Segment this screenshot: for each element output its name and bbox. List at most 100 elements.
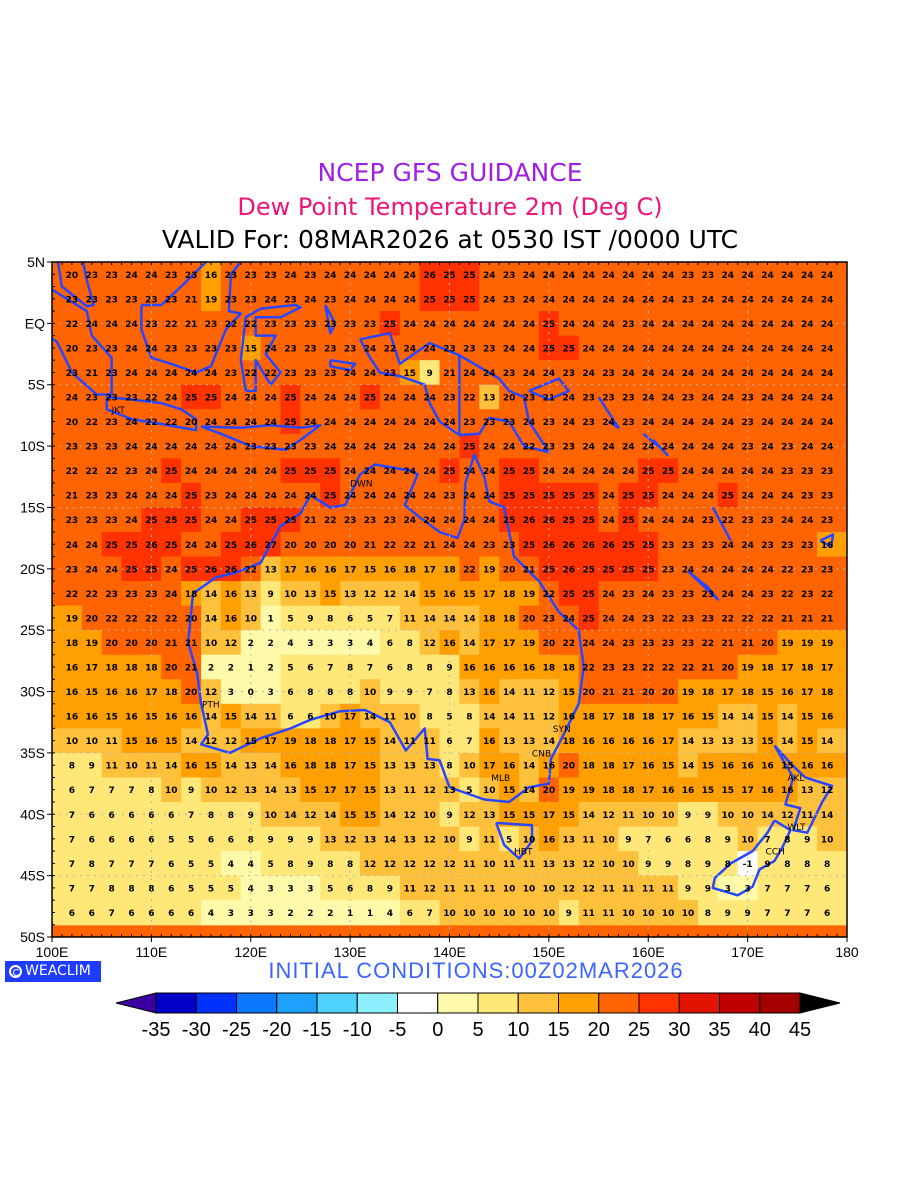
field-cell xyxy=(678,875,699,901)
field-cell xyxy=(52,286,63,312)
field-cell xyxy=(121,532,143,558)
field-cell xyxy=(538,409,560,435)
field-cell xyxy=(121,875,143,901)
grid-value: 22 xyxy=(682,664,695,674)
field-cell xyxy=(459,262,480,288)
field-cell xyxy=(598,826,620,852)
grid-value: 23 xyxy=(105,271,118,281)
field-cell xyxy=(558,777,580,803)
field-cell xyxy=(459,654,480,680)
grid-value: 23 xyxy=(165,344,178,354)
grid-value: 17 xyxy=(821,664,834,674)
field-cell xyxy=(737,482,759,509)
grid-value: 22 xyxy=(384,344,397,354)
field-cell xyxy=(81,630,103,656)
field-cell xyxy=(697,752,719,779)
field-cell xyxy=(737,826,759,852)
grid-value: 24 xyxy=(463,467,476,477)
field-cell xyxy=(459,875,480,901)
field-cell xyxy=(360,728,381,754)
grid-value: 20 xyxy=(284,541,297,551)
grid-value: 24 xyxy=(602,614,615,624)
field-cell xyxy=(399,752,421,779)
grid-value: 23 xyxy=(821,467,834,477)
field-cell xyxy=(61,777,83,803)
grid-value: 25 xyxy=(562,516,575,526)
grid-value: 23 xyxy=(145,295,158,305)
field-cell xyxy=(52,752,63,779)
grid-value: 7 xyxy=(69,811,75,821)
field-cell xyxy=(479,826,500,852)
field-cell xyxy=(280,581,302,607)
grid-value: 23 xyxy=(582,418,595,428)
grid-value: 21 xyxy=(781,614,794,624)
grid-value: 6 xyxy=(128,909,134,919)
field-cell xyxy=(797,703,818,729)
field-cell xyxy=(419,262,441,288)
field-cell xyxy=(320,654,341,680)
grid-value: 23 xyxy=(562,443,575,453)
field-cell xyxy=(817,335,838,361)
grid-value: 16 xyxy=(543,835,556,845)
field-cell xyxy=(300,851,321,877)
grid-value: 20 xyxy=(145,639,158,649)
field-cell xyxy=(260,703,282,729)
grid-value: 15 xyxy=(244,737,257,747)
field-cell xyxy=(360,384,381,410)
grid-value: 8 xyxy=(208,811,214,821)
grid-value: 23 xyxy=(85,295,98,305)
grid-value: 23 xyxy=(781,443,794,453)
grid-value: 9 xyxy=(566,909,572,919)
field-cell xyxy=(578,605,600,631)
field-cell xyxy=(737,335,759,361)
gridlines xyxy=(52,262,847,937)
field-cell xyxy=(101,482,123,509)
grid-value: 15 xyxy=(761,713,774,723)
grid-value: 9 xyxy=(685,811,691,821)
grid-value: 2 xyxy=(267,664,273,674)
grid-value: 10 xyxy=(523,884,536,894)
field-cell xyxy=(658,630,679,656)
grid-value: 14 xyxy=(463,639,476,649)
grid-value: 11 xyxy=(403,884,416,894)
field-cell xyxy=(161,458,182,484)
grid-value: 23 xyxy=(682,295,695,305)
grid-value: 12 xyxy=(543,688,556,698)
field-cell xyxy=(519,777,540,803)
grid-value: 25 xyxy=(264,516,277,526)
field-cell xyxy=(201,679,222,705)
grid-value: 14 xyxy=(821,737,834,747)
grid-value: 16 xyxy=(185,762,198,772)
grid-value: 16 xyxy=(66,688,79,698)
field-cell xyxy=(300,360,321,386)
field-cell xyxy=(817,703,838,729)
grid-value: 24 xyxy=(523,320,536,330)
grid-value: 14 xyxy=(324,811,337,821)
grid-value: 24 xyxy=(721,418,734,428)
grid-value: 18 xyxy=(562,737,575,747)
field-cell xyxy=(360,654,381,680)
grid-value: 23 xyxy=(543,418,556,428)
lat-label: EQ xyxy=(25,315,45,331)
grid-value: 10 xyxy=(205,786,218,796)
grid-value: 15 xyxy=(423,590,436,600)
field-cell xyxy=(419,826,441,852)
grid-value: 11 xyxy=(801,811,814,821)
field-cell xyxy=(578,900,600,926)
grid-value: 24 xyxy=(364,467,377,477)
grid-value: 11 xyxy=(403,786,416,796)
grid-value: 24 xyxy=(781,492,794,502)
field-cell xyxy=(837,654,847,680)
field-cell xyxy=(697,384,719,410)
grid-value: 27 xyxy=(264,541,277,551)
field-cell xyxy=(300,286,321,312)
grid-value: 5 xyxy=(208,884,214,894)
grid-value: 24 xyxy=(642,295,655,305)
grid-value: 8 xyxy=(824,860,830,870)
field-cell xyxy=(638,728,659,754)
grid-value: 24 xyxy=(761,443,774,453)
grid-value: 25 xyxy=(503,492,516,502)
field-cell xyxy=(101,728,123,754)
field-cell xyxy=(121,507,143,533)
grid-value: 22 xyxy=(244,320,257,330)
